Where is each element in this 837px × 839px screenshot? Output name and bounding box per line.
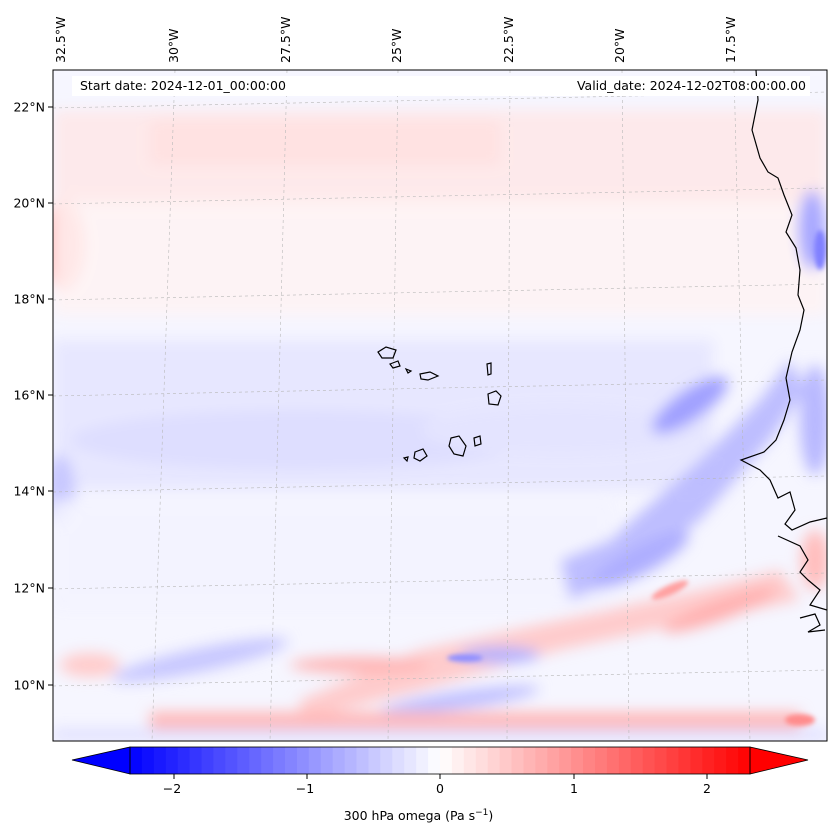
valid-date-label: Valid_date: 2024-12-02T08:00:00.00	[576, 78, 806, 93]
colorbar-cell	[285, 747, 298, 774]
colorbar-cell	[535, 747, 548, 774]
colorbar-tick-label: −1	[295, 781, 315, 796]
colorbar-cell	[237, 747, 250, 774]
date-header: Start date: 2024-12-01_00:00:00 Valid_da…	[72, 76, 810, 96]
colorbar-cell	[308, 747, 322, 774]
colorbar-tick-label: 1	[570, 781, 578, 796]
colorbar-cell	[595, 747, 608, 774]
colorbar-cell	[153, 747, 167, 774]
colorbar-cell	[726, 747, 739, 774]
colorbar-title-suffix: )	[488, 808, 494, 824]
colorbar-cell	[440, 747, 453, 774]
colorbar-cell	[547, 747, 560, 774]
colorbar-cell	[249, 747, 262, 774]
colorbar-max-fill	[750, 747, 808, 774]
colorbar-cell	[130, 747, 143, 774]
colorbar-cell	[296, 747, 310, 774]
colorbar-tick-label: 2	[703, 781, 711, 796]
colorbar-cell	[523, 747, 536, 774]
coastline	[377, 70, 827, 633]
colorbar-cell	[511, 747, 524, 774]
colorbar-title-text: 300 hPa omega (Pa s	[343, 808, 476, 824]
colorbar-cell	[189, 747, 203, 774]
colorbar-cell	[559, 747, 572, 774]
colorbar-cell	[380, 747, 393, 774]
colorbar-cell	[332, 747, 346, 774]
lon-label-22-5w: 22.5°W	[501, 16, 516, 63]
colorbar-cell	[475, 747, 489, 774]
colorbar-cell	[428, 747, 441, 774]
colorbar-cell	[451, 747, 465, 774]
colorbar-cell	[392, 747, 405, 774]
lon-label-32-5w: 32.5°W	[53, 16, 68, 63]
colorbar-tick-label: 0	[436, 781, 444, 796]
colorbar	[71, 746, 809, 779]
graticule	[53, 70, 827, 741]
colorbar-cell	[404, 747, 417, 774]
colorbar-cell	[678, 747, 691, 774]
colorbar-cell	[273, 747, 286, 774]
lat-ticks	[48, 106, 53, 686]
lon-label-25w: 25°W	[389, 28, 404, 63]
colorbar-cell	[344, 747, 358, 774]
colorbar-cell	[618, 747, 632, 774]
map-frame	[52, 69, 828, 742]
colorbar-cell	[213, 747, 226, 774]
colorbar-min-fill	[72, 747, 130, 774]
lat-label-18n: 18°N	[13, 291, 45, 307]
colorbar-cell	[654, 747, 668, 774]
colorbar-cell	[416, 747, 429, 774]
colorbar-cell	[141, 747, 155, 774]
colorbar-cell	[261, 747, 274, 774]
colorbar-cell	[606, 747, 620, 774]
colorbar-cell	[499, 747, 513, 774]
colorbar-cell	[201, 747, 214, 774]
colorbar-cell	[702, 747, 715, 774]
colorbar-cell	[368, 747, 381, 774]
colorbar-cell	[225, 747, 238, 774]
lon-label-27-5w: 27.5°W	[278, 16, 293, 63]
colorbar-cell	[165, 747, 179, 774]
colorbar-cell	[356, 747, 369, 774]
lon-label-20w: 20°W	[612, 28, 627, 63]
colorbar-cell	[320, 747, 334, 774]
lat-label-12n: 12°N	[13, 580, 45, 596]
colorbar-cell	[738, 747, 751, 774]
colorbar-cell	[487, 747, 501, 774]
colorbar-cell	[630, 747, 644, 774]
colorbar-cell	[642, 747, 656, 774]
colorbar-cell	[463, 747, 477, 774]
start-date-label: Start date: 2024-12-01_00:00:00	[80, 78, 286, 93]
colorbar-title-exponent: −1	[475, 808, 489, 818]
colorbar-cell	[714, 747, 727, 774]
colorbar-cell	[571, 747, 584, 774]
omega-field	[53, 70, 827, 741]
colorbar-cell	[583, 747, 596, 774]
colorbar-cell	[666, 747, 679, 774]
lat-label-14n: 14°N	[13, 483, 45, 499]
lat-label-20n: 20°N	[13, 195, 45, 211]
lon-label-17-5w: 17.5°W	[723, 16, 738, 63]
colorbar-cell	[690, 747, 703, 774]
lat-label-16n: 16°N	[13, 387, 45, 403]
colorbar-title: 300 hPa omega (Pa s−1)	[0, 808, 837, 823]
lon-label-30w: 30°W	[166, 28, 181, 63]
lat-label-22n: 22°N	[13, 99, 45, 115]
colorbar-cell	[177, 747, 191, 774]
lat-label-10n: 10°N	[13, 677, 45, 693]
colorbar-tick-label: −2	[162, 781, 182, 796]
